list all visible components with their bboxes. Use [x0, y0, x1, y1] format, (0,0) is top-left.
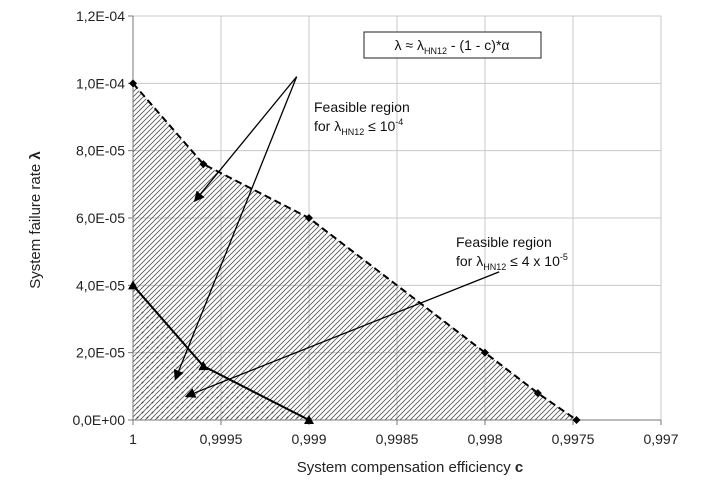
x-tick-label: 0,997 [643, 431, 678, 447]
x-tick-label: 0,999 [291, 431, 326, 447]
x-axis-title: System compensation efficiency c [297, 459, 524, 476]
y-tick-label: 4,0E-05 [76, 277, 125, 293]
annotation-2-line1: Feasible region [456, 234, 552, 250]
formula-text: λ ≈ λHN12 - (1 - c)*α [394, 37, 509, 56]
annotation-1-sub: HN12 [341, 127, 364, 137]
y-axis-variable: λ [27, 151, 44, 160]
formula-rest: - (1 - c)*α [447, 37, 510, 53]
annotation-1-mid: ≤ 10 [364, 118, 395, 134]
y-tick-label: 0,0E+00 [72, 412, 125, 428]
annotation-2-line2: for λHN12 ≤ 4 x 10-5 [456, 252, 568, 272]
annotation-1-prefix: for λ [314, 118, 341, 134]
data-point-diamond [129, 79, 137, 88]
formula-subscript: HN12 [424, 46, 447, 56]
annotation-1-line1: Feasible region [314, 99, 410, 115]
annotation-2-arrow [184, 271, 500, 398]
annotation-feasible-4e-5: Feasible region for λHN12 ≤ 4 x 10-5 [456, 234, 568, 272]
feasible-region-fills [133, 83, 577, 420]
x-tick-label: 1 [129, 431, 137, 447]
data-point-triangle [198, 361, 209, 371]
data-point-triangle [304, 415, 314, 424]
y-tick-label: 8,0E-05 [76, 143, 125, 159]
annotation-2-sub: HN12 [483, 262, 506, 272]
y-tick-labels: 0,0E+00 2,0E-05 4,0E-05 6,0E-05 8,0E-05 1,0E-… [72, 8, 125, 428]
y-tick-label: 2,0E-05 [76, 345, 125, 361]
annotation-1-line2: for λHN12 ≤ 10-4 [314, 117, 403, 137]
series-layer [128, 79, 581, 424]
x-tick-label: 0,998 [467, 431, 502, 447]
data-point-diamond [481, 348, 489, 357]
annotation-feasible-1e-4: Feasible region for λHN12 ≤ 10-4 [314, 99, 410, 137]
region-fill-0 [133, 83, 577, 420]
data-point-diamond [572, 416, 581, 424]
annotation-2-prefix: for λ [456, 253, 483, 269]
annotation-arrows [173, 76, 500, 398]
y-tick-label: 1,0E-04 [76, 75, 125, 91]
data-point-diamond [199, 160, 208, 169]
x-tick-label: 0,9985 [376, 431, 419, 447]
data-point-diamond [533, 389, 542, 398]
data-point-triangle [128, 280, 138, 290]
x-tick-label: 0,9995 [200, 431, 243, 447]
series-line-0 [132, 82, 578, 421]
annotation-2-sup: -5 [560, 252, 568, 262]
data-point-diamond [305, 214, 313, 222]
annotation-1-arrow [173, 76, 298, 381]
y-axis-title-text: System failure rate [27, 160, 44, 289]
x-axis-title-text: System compensation efficiency [297, 459, 515, 476]
formula-lambda: λ ≈ λ [394, 37, 423, 53]
region-fill-1 [133, 285, 309, 420]
y-axis-title: System failure rate λ [27, 151, 44, 289]
annotation-1-arrow [193, 76, 298, 202]
x-axis-variable: c [515, 459, 523, 476]
x-tick-labels: 1 0,9995 0,999 0,9985 0,998 0,9975 0,997 [129, 431, 679, 447]
annotation-1-sup: -4 [395, 117, 403, 127]
x-tick-label: 0,9975 [552, 431, 595, 447]
formula-box: λ ≈ λHN12 - (1 - c)*α [363, 31, 542, 59]
annotation-2-mid: ≤ 4 x 10 [506, 253, 560, 269]
y-tick-label: 6,0E-05 [76, 210, 125, 226]
y-tick-label: 1,2E-04 [76, 8, 125, 24]
